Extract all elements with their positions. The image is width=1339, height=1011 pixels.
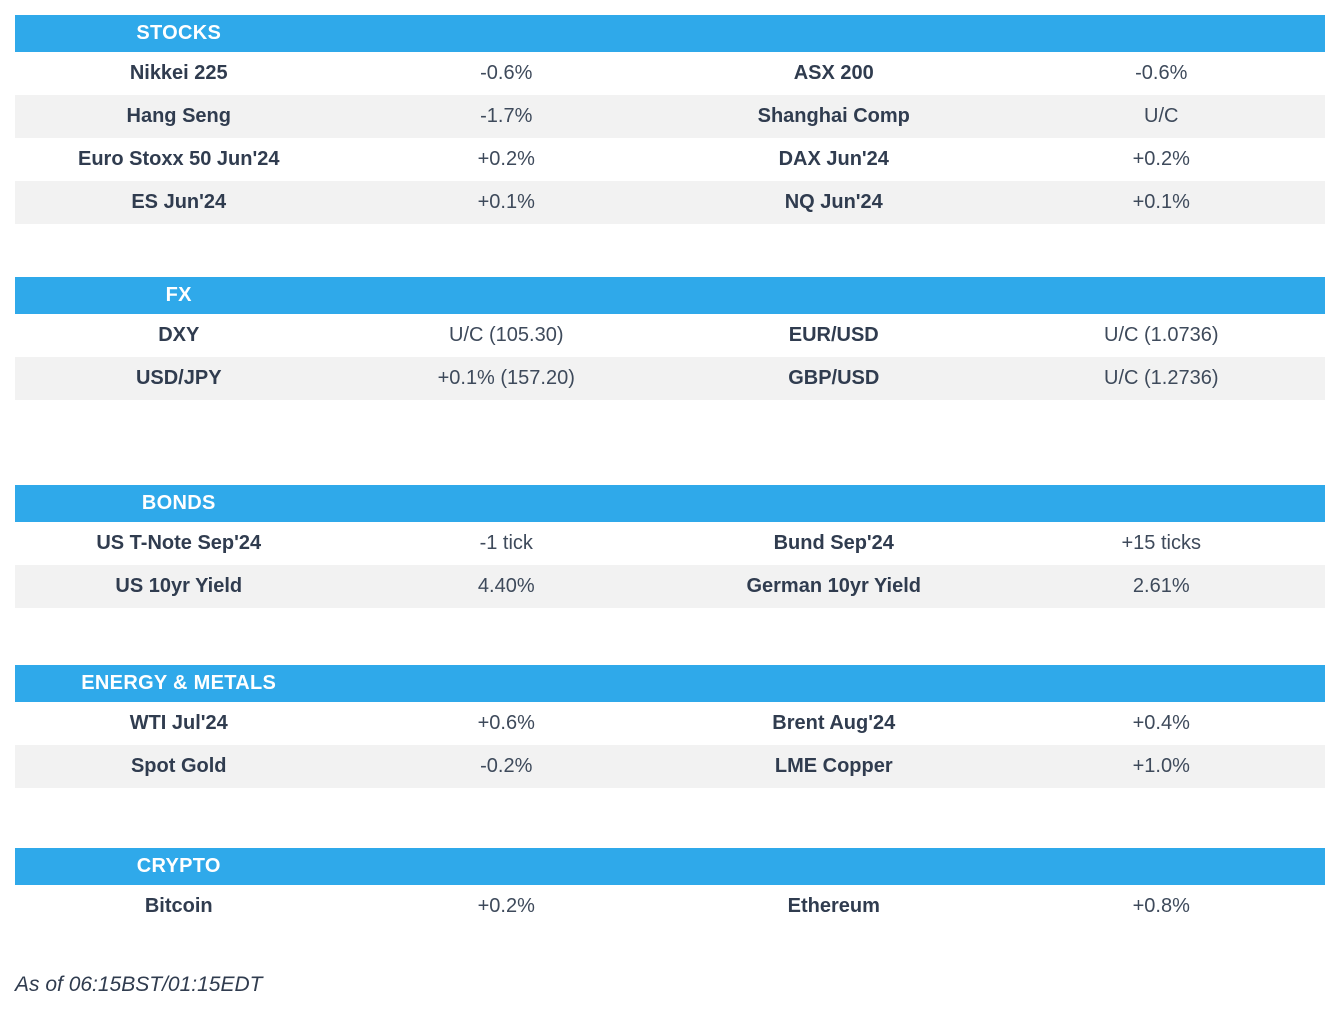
instrument-value: -0.6% <box>480 62 533 84</box>
instrument-name: WTI Jul'24 <box>129 712 228 734</box>
table-row: US T-Note Sep'24 -1 tick Bund Sep'24 +15… <box>15 522 1325 565</box>
instrument-value: +0.2% <box>1132 148 1190 170</box>
instrument-value: -1.7% <box>480 105 533 127</box>
table-row: Euro Stoxx 50 Jun'24 +0.2% DAX Jun'24 +0… <box>15 138 1325 181</box>
instrument-name: LME Copper <box>774 755 893 777</box>
instrument-name: DAX Jun'24 <box>778 148 889 170</box>
table-row: DXY U/C (105.30) EUR/USD U/C (1.0736) <box>15 314 1325 357</box>
section-header-crypto: CRYPTO <box>15 848 1325 885</box>
instrument-name: US T-Note Sep'24 <box>96 532 262 554</box>
instrument-value: 4.40% <box>477 575 535 597</box>
section-title: STOCKS <box>136 22 222 44</box>
instrument-value: +0.1% <box>1132 191 1190 213</box>
section-bonds: BONDS US T-Note Sep'24 -1 tick Bund Sep'… <box>15 485 1325 608</box>
instrument-name: USD/JPY <box>135 367 222 389</box>
instrument-value: -1 tick <box>479 532 533 554</box>
table-row: Nikkei 225 -0.6% ASX 200 -0.6% <box>15 52 1325 95</box>
instrument-name: Bitcoin <box>144 895 213 917</box>
section-energy-metals: ENERGY & METALS WTI Jul'24 +0.6% Brent A… <box>15 665 1325 788</box>
instrument-value: +0.6% <box>477 712 535 734</box>
instrument-value: -0.2% <box>480 755 533 777</box>
instrument-value: 2.61% <box>1132 575 1190 597</box>
section-title: BONDS <box>141 492 216 514</box>
instrument-name: ES Jun'24 <box>131 191 227 213</box>
instrument-value: +0.2% <box>477 895 535 917</box>
section-title: FX <box>165 284 192 306</box>
instrument-value: +0.2% <box>477 148 535 170</box>
table-row: Bitcoin +0.2% Ethereum +0.8% <box>15 885 1325 928</box>
instrument-value: U/C (105.30) <box>449 324 564 346</box>
section-header-energy-metals: ENERGY & METALS <box>15 665 1325 702</box>
table-row: WTI Jul'24 +0.6% Brent Aug'24 +0.4% <box>15 702 1325 745</box>
table-row: ES Jun'24 +0.1% NQ Jun'24 +0.1% <box>15 181 1325 224</box>
instrument-name: EUR/USD <box>788 324 879 346</box>
section-header-stocks: STOCKS <box>15 15 1325 52</box>
instrument-value: U/C (1.2736) <box>1104 367 1219 389</box>
instrument-name: DXY <box>158 324 200 346</box>
instrument-name: Bund Sep'24 <box>773 532 894 554</box>
instrument-value: +1.0% <box>1132 755 1190 777</box>
instrument-name: GBP/USD <box>788 367 880 389</box>
section-title: ENERGY & METALS <box>81 672 277 694</box>
section-fx: FX DXY U/C (105.30) EUR/USD U/C (1.0736)… <box>15 277 1325 400</box>
table-row: Spot Gold -0.2% LME Copper +1.0% <box>15 745 1325 788</box>
instrument-value: +0.1% (157.20) <box>437 367 575 389</box>
instrument-value: U/C <box>1144 105 1179 127</box>
instrument-name: NQ Jun'24 <box>784 191 883 213</box>
instrument-name: Shanghai Comp <box>757 105 910 127</box>
section-crypto: CRYPTO Bitcoin +0.2% Ethereum +0.8% <box>15 848 1325 928</box>
instrument-name: Brent Aug'24 <box>772 712 896 734</box>
instrument-value: +0.1% <box>477 191 535 213</box>
table-row: Hang Seng -1.7% Shanghai Comp U/C <box>15 95 1325 138</box>
instrument-name: Euro Stoxx 50 Jun'24 <box>78 148 280 170</box>
instrument-value: +0.4% <box>1132 712 1190 734</box>
table-row: US 10yr Yield 4.40% German 10yr Yield 2.… <box>15 565 1325 608</box>
table-row: USD/JPY +0.1% (157.20) GBP/USD U/C (1.27… <box>15 357 1325 400</box>
instrument-value: U/C (1.0736) <box>1104 324 1219 346</box>
instrument-name: Hang Seng <box>126 105 231 127</box>
instrument-name: Nikkei 225 <box>129 62 228 84</box>
instrument-name: Spot Gold <box>130 755 227 777</box>
instrument-name: ASX 200 <box>793 62 874 84</box>
instrument-value: -0.6% <box>1135 62 1188 84</box>
instrument-name: Ethereum <box>787 895 880 917</box>
instrument-value: +0.8% <box>1132 895 1190 917</box>
timestamp: As of 06:15BST/01:15EDT <box>15 973 263 996</box>
section-title: CRYPTO <box>136 855 221 877</box>
instrument-name: German 10yr Yield <box>746 575 922 597</box>
section-header-fx: FX <box>15 277 1325 314</box>
instrument-name: US 10yr Yield <box>115 575 243 597</box>
instrument-value: +15 ticks <box>1121 532 1201 554</box>
section-header-bonds: BONDS <box>15 485 1325 522</box>
section-stocks: STOCKS Nikkei 225 -0.6% ASX 200 -0.6% Ha… <box>15 15 1325 224</box>
